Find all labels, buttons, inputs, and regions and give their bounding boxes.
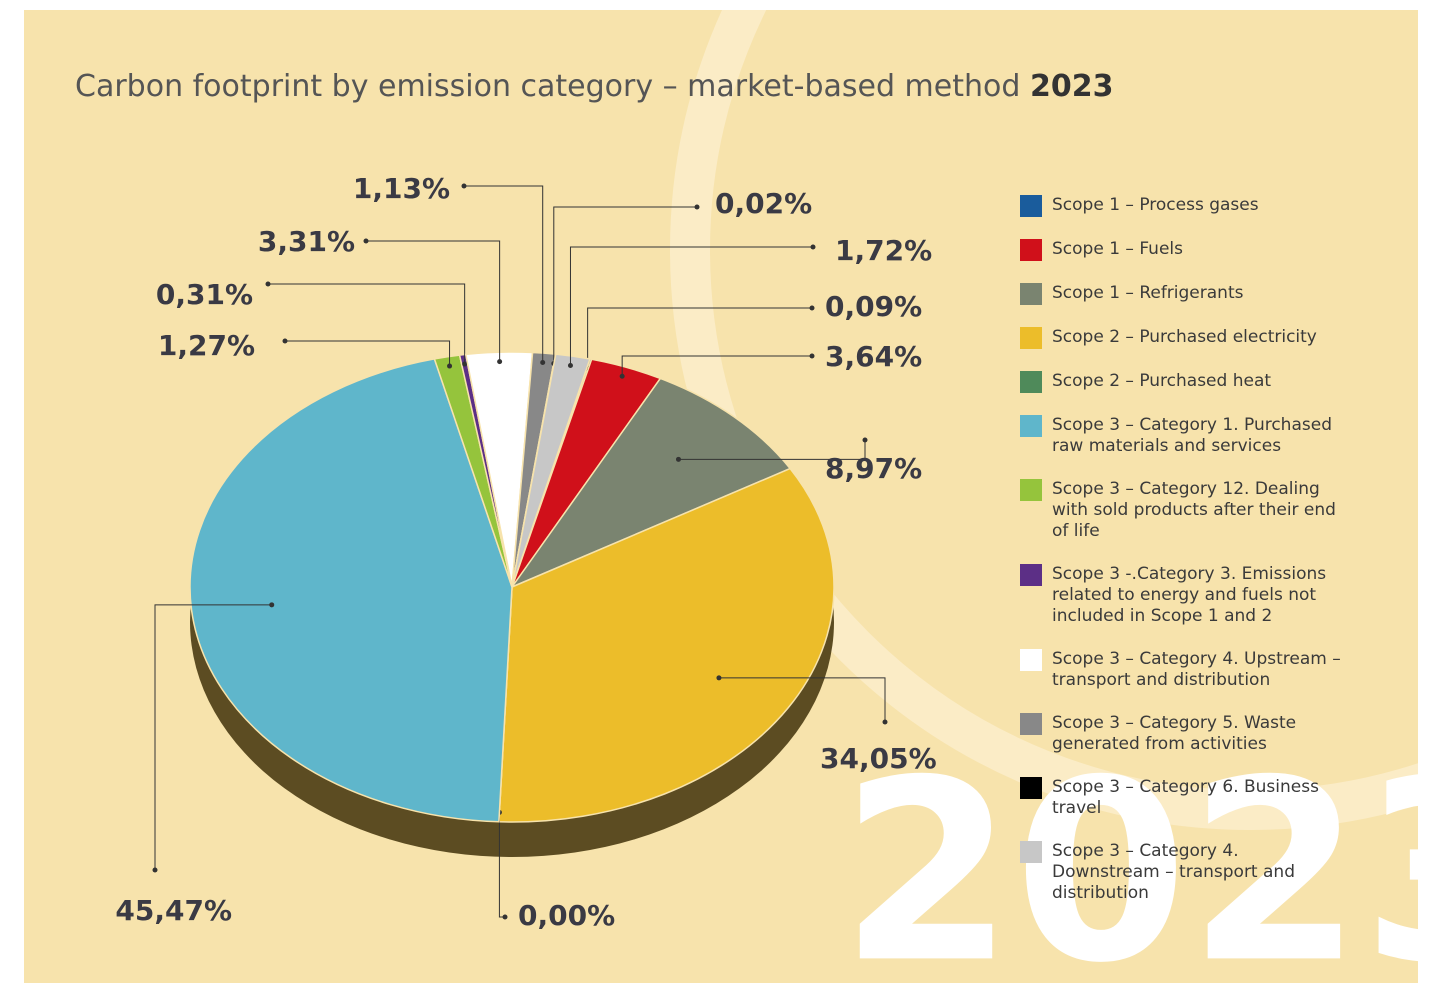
leader-line xyxy=(621,355,812,377)
data-label: 0,31% xyxy=(156,278,253,311)
pie-slice xyxy=(189,358,513,823)
legend-label: Scope 1 – Refrigerants xyxy=(1052,283,1244,303)
data-label: 1,13% xyxy=(353,172,450,205)
data-label: 1,27% xyxy=(158,329,255,362)
leader-dot xyxy=(269,602,275,608)
data-label: 0,02% xyxy=(715,187,812,220)
legend-swatch xyxy=(1020,371,1042,393)
legend-item: Scope 3 – Category 4. Upstream – transpo… xyxy=(1020,649,1350,691)
legend-item: Scope 3 -.Category 3. Emissions related … xyxy=(1020,564,1350,627)
legend-swatch xyxy=(1020,841,1042,863)
legend-item: Scope 2 – Purchased heat xyxy=(1020,371,1350,393)
data-label: 8,97% xyxy=(825,452,922,485)
legend-swatch xyxy=(1020,777,1042,799)
pie-slice xyxy=(509,377,792,589)
leader-dot xyxy=(540,360,546,366)
leader-dot xyxy=(862,437,868,443)
leader-dot xyxy=(152,867,158,873)
legend-label: Scope 2 – Purchased heat xyxy=(1052,371,1272,391)
legend-label: Scope 3 – Category 4. Downstream – trans… xyxy=(1052,841,1295,903)
pie-slice xyxy=(498,467,835,823)
legend-item: Scope 1 – Process gases xyxy=(1020,195,1350,217)
legend-swatch xyxy=(1020,283,1042,305)
legend-swatch xyxy=(1020,239,1042,261)
data-label: 1,72% xyxy=(835,234,932,267)
data-label: 3,31% xyxy=(258,225,355,258)
legend-label: Scope 3 – Category 6. Business travel xyxy=(1052,777,1319,818)
leader-dot xyxy=(567,362,573,368)
title-text: Carbon footprint by emission category – … xyxy=(75,69,1020,104)
leader-dot xyxy=(447,363,453,369)
legend-swatch xyxy=(1020,479,1042,501)
leader-dot xyxy=(282,338,288,344)
leader-dot xyxy=(619,373,625,379)
legend-item: Scope 1 – Refrigerants xyxy=(1020,283,1350,305)
data-label: 0,09% xyxy=(825,290,922,323)
leader-line xyxy=(154,604,272,870)
decoration: 2023 xyxy=(670,10,1436,983)
legend-swatch xyxy=(1020,195,1042,217)
year-watermark: 2023 xyxy=(840,726,1436,983)
legend-item: Scope 3 – Category 4. Downstream – trans… xyxy=(1020,841,1350,904)
leader-line xyxy=(678,440,866,460)
legend-label: Scope 3 -.Category 3. Emissions related … xyxy=(1052,564,1327,626)
legend-label: Scope 3 – Category 5. Waste generated fr… xyxy=(1052,713,1297,754)
leader-dot xyxy=(363,238,369,244)
legend-item: Scope 2 – Purchased electricity xyxy=(1020,327,1350,349)
leader-line xyxy=(718,677,886,722)
leader-dot xyxy=(809,353,815,359)
title-year: 2023 xyxy=(1030,69,1114,104)
leader-line xyxy=(553,206,697,364)
legend: Scope 1 – Process gases Scope 1 – Fuels Sc… xyxy=(1020,195,1350,904)
legend-label: Scope 3 – Category 1. Purchased raw mate… xyxy=(1052,415,1332,456)
leader-line xyxy=(285,340,451,367)
legend-item: Scope 3 – Category 1. Purchased raw mate… xyxy=(1020,415,1350,457)
leader-dot xyxy=(265,281,271,287)
leader-dot xyxy=(462,361,468,367)
legend-swatch xyxy=(1020,564,1042,586)
data-label: 0,00% xyxy=(518,899,615,932)
data-label: 34,05% xyxy=(820,742,937,775)
leader-line xyxy=(366,240,501,362)
pie-slice xyxy=(511,353,591,588)
legend-label: Scope 3 – Category 4. Upstream – transpo… xyxy=(1052,649,1341,690)
data-label: 3,64% xyxy=(825,340,922,373)
leader-dot xyxy=(882,719,888,725)
legend-swatch xyxy=(1020,327,1042,349)
leader-dot xyxy=(810,244,816,250)
leader-line xyxy=(569,246,813,366)
legend-item: Scope 3 – Category 5. Waste generated fr… xyxy=(1020,713,1350,755)
leader-line xyxy=(587,307,812,369)
leader-dot xyxy=(716,675,722,681)
legend-item: Scope 3 – Category 12. Dealing with sold… xyxy=(1020,479,1350,542)
legend-swatch xyxy=(1020,415,1042,437)
data-label: 45,47% xyxy=(115,894,232,927)
leader-dot xyxy=(497,359,503,365)
leader-dot xyxy=(809,305,815,311)
legend-label: Scope 2 – Purchased electricity xyxy=(1052,327,1317,347)
leader-line xyxy=(464,185,544,363)
legend-item: Scope 3 – Category 6. Business travel xyxy=(1020,777,1350,819)
legend-label: Scope 1 – Process gases xyxy=(1052,195,1259,215)
leader-dot xyxy=(461,183,467,189)
legend-item: Scope 1 – Fuels xyxy=(1020,239,1350,261)
leader-dot xyxy=(694,204,700,210)
leader-dot xyxy=(502,914,508,920)
chart-title: Carbon footprint by emission category – … xyxy=(75,69,1113,104)
legend-swatch xyxy=(1020,649,1042,671)
legend-label: Scope 1 – Fuels xyxy=(1052,239,1183,259)
legend-swatch xyxy=(1020,713,1042,735)
legend-label: Scope 3 – Category 12. Dealing with sold… xyxy=(1052,479,1336,541)
leader-line xyxy=(268,283,466,365)
leader-dot xyxy=(675,456,681,462)
bg-arc xyxy=(670,10,1418,830)
